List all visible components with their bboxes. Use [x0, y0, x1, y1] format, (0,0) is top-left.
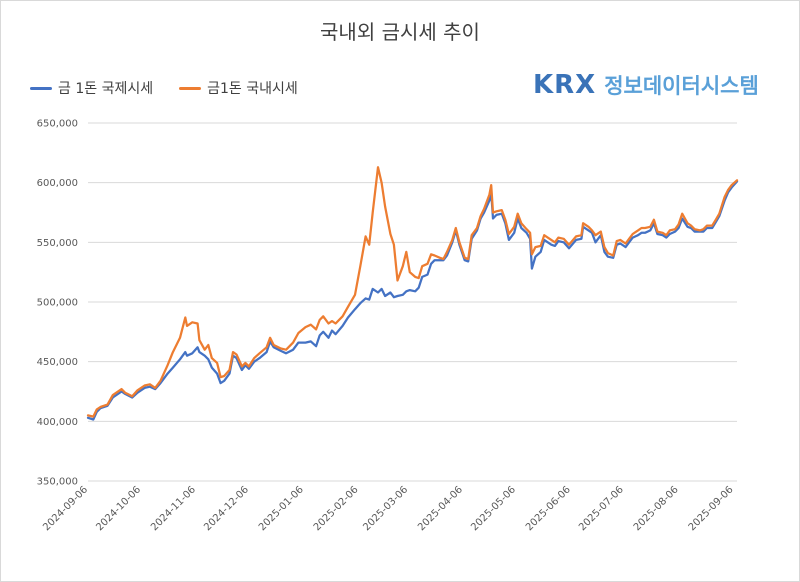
- y-tick-label: 400,000: [37, 417, 78, 428]
- krx-logo-text: 정보데이터시스템: [604, 74, 759, 98]
- x-tick-label: 2024-09-06: [41, 484, 90, 533]
- krx-logo: KRX 정보데이터시스템: [533, 70, 759, 100]
- legend-swatch-domestic: [179, 86, 202, 90]
- y-tick-label: 650,000: [37, 119, 78, 130]
- x-tick-label: 2025-02-06: [312, 484, 361, 533]
- krx-logo-mark: KRX: [533, 70, 597, 100]
- series-line-international: [86, 180, 739, 421]
- x-tick-label: 2025-05-06: [469, 484, 518, 533]
- legend-label-domestic: 금1돈 국내시세: [207, 81, 298, 97]
- x-tick-label: 2025-01-06: [257, 484, 306, 533]
- y-tick-label: 350,000: [37, 477, 78, 488]
- legend-item-international: 금 1돈 국제시세: [30, 78, 153, 98]
- x-tick-label: 2024-10-06: [94, 484, 143, 533]
- x-tick-label: 2025-09-06: [687, 484, 736, 533]
- legend: 금 1돈 국제시세 금1돈 국내시세: [30, 78, 298, 98]
- series-line-domestic: [86, 166, 739, 418]
- legend-swatch-international: [30, 86, 52, 90]
- y-tick-label: 500,000: [37, 298, 78, 309]
- x-tick-label: 2024-11-06: [149, 484, 198, 533]
- x-tick-label: 2025-04-06: [416, 484, 465, 533]
- legend-item-domestic: 금1돈 국내시세: [179, 78, 298, 98]
- y-tick-label: 550,000: [37, 238, 78, 249]
- legend-label-international: 금 1돈 국제시세: [58, 81, 154, 97]
- y-tick-label: 450,000: [37, 357, 78, 368]
- chart-title: 국내외 금시세 추이: [320, 20, 480, 44]
- x-tick-label: 2025-07-06: [577, 484, 626, 533]
- y-tick-label: 600,000: [37, 178, 78, 189]
- x-tick-label: 2025-03-06: [361, 484, 410, 533]
- x-tick-label: 2025-08-06: [632, 484, 681, 533]
- x-tick-label: 2024-12-06: [202, 484, 251, 533]
- x-tick-label: 2025-06-06: [524, 484, 573, 533]
